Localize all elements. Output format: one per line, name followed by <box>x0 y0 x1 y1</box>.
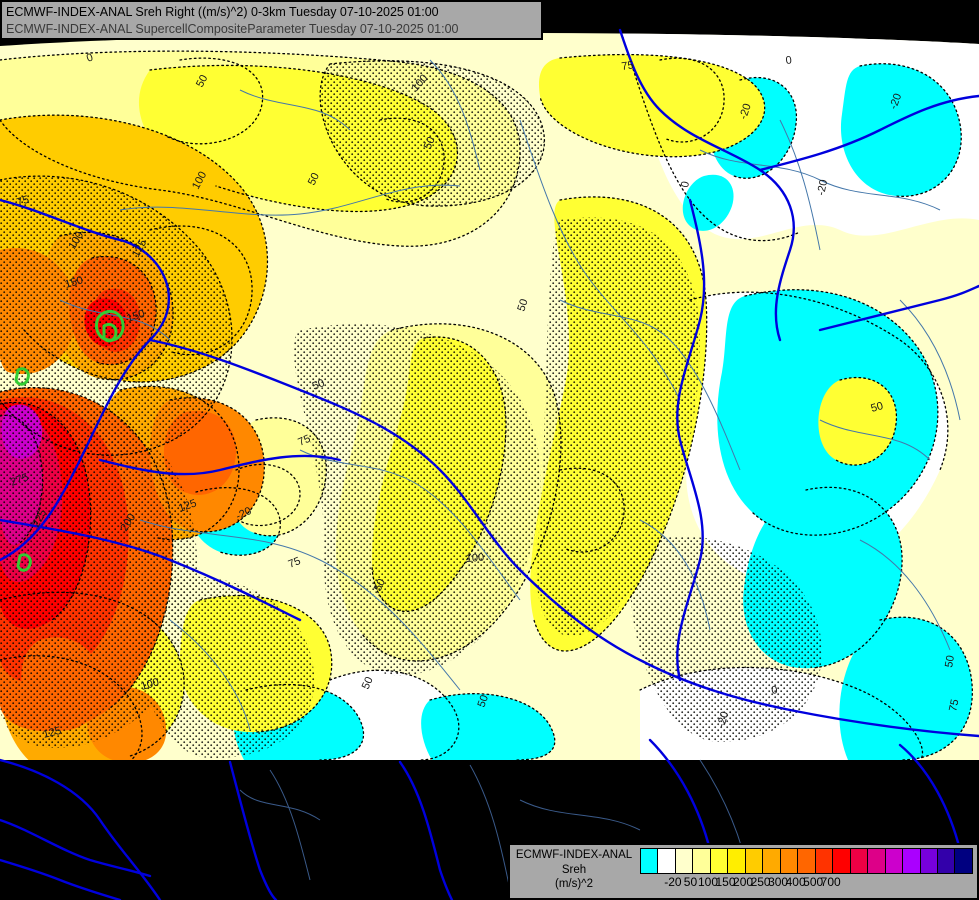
svg-text:75: 75 <box>621 59 635 73</box>
colorbar-tick: 700 <box>820 875 841 889</box>
svg-text:75: 75 <box>296 433 312 449</box>
river-network <box>59 59 961 731</box>
colorbar-swatch <box>693 849 711 873</box>
svg-text:50: 50 <box>422 135 438 151</box>
svg-text:100: 100 <box>465 552 484 565</box>
svg-text:100: 100 <box>140 676 161 693</box>
legend-variable: Sreh <box>561 863 587 876</box>
svg-text:50: 50 <box>372 577 388 593</box>
colorbar-tick: 300 <box>768 875 789 889</box>
colorbar-swatch <box>815 849 834 873</box>
colorbar-swatch <box>937 849 956 873</box>
svg-text:50: 50 <box>194 73 210 89</box>
legend-units: (m/s)^2 <box>555 878 593 890</box>
colorbar-swatch <box>780 849 799 873</box>
country-borders <box>0 28 979 900</box>
colorbar-swatch <box>798 849 816 873</box>
svg-text:-20: -20 <box>815 179 830 197</box>
colorbar-swatch <box>833 849 851 873</box>
title-line-secondary: ECMWF-INDEX-ANAL SupercellCompositeParam… <box>6 22 459 36</box>
colorbar-swatch <box>955 849 972 873</box>
svg-text:-20: -20 <box>715 710 731 729</box>
colorbar-tick: 400 <box>785 875 806 889</box>
title-line-primary: ECMWF-INDEX-ANAL Sreh Right ((m/s)^2) 0-… <box>6 5 439 19</box>
scp-overlay-contours <box>14 310 125 572</box>
colorbar-swatch <box>763 849 781 873</box>
svg-text:275: 275 <box>9 471 30 489</box>
colorbar-swatch <box>745 849 764 873</box>
svg-text:50: 50 <box>870 400 885 415</box>
colorbar-swatch <box>641 849 659 873</box>
svg-text:50: 50 <box>476 693 491 709</box>
colorbar-swatch <box>868 849 886 873</box>
legend-source: ECMWF-INDEX-ANAL <box>515 849 633 861</box>
legend-panel[interactable]: ECMWF-INDEX-ANAL Sreh (m/s)^2 -20 50 100 15… <box>508 843 979 900</box>
svg-text:-20: -20 <box>737 102 753 121</box>
colorbar[interactable] <box>640 848 973 874</box>
colorbar-swatch <box>675 849 694 873</box>
colorbar-tick: 50 <box>683 875 698 889</box>
colorbar-tick: 100 <box>697 875 719 889</box>
svg-text:50: 50 <box>943 654 957 668</box>
colorbar-swatch <box>850 849 869 873</box>
colorbar-tick: 200 <box>733 875 754 889</box>
colorbar-tick: 150 <box>715 875 736 889</box>
svg-text:150: 150 <box>64 274 85 291</box>
svg-text:-20: -20 <box>888 92 905 111</box>
svg-text:75: 75 <box>947 698 961 712</box>
colorbar-tick-labels: -20 50 100 150 200 250 300 400 500 700 <box>640 874 973 892</box>
svg-text:50: 50 <box>306 171 322 187</box>
svg-text:50: 50 <box>311 377 327 393</box>
title-panel: ECMWF-INDEX-ANAL Sreh Right ((m/s)^2) 0-… <box>0 0 543 40</box>
svg-text:0: 0 <box>679 180 692 188</box>
svg-text:150: 150 <box>125 308 146 325</box>
colorbar-swatch <box>728 849 746 873</box>
svg-text:75: 75 <box>287 555 303 571</box>
svg-text:0: 0 <box>785 54 792 67</box>
svg-text:0: 0 <box>85 51 95 64</box>
colorbar-tick: -20 <box>664 875 682 889</box>
colorbar-tick: 250 <box>750 875 771 889</box>
colorbar-swatch <box>903 849 921 873</box>
svg-text:50: 50 <box>360 675 376 691</box>
colorbar-swatch <box>710 849 729 873</box>
colorbar-swatch <box>920 849 938 873</box>
svg-text:125: 125 <box>177 497 198 515</box>
svg-text:125: 125 <box>42 725 63 741</box>
legend-label-block: ECMWF-INDEX-ANAL Sreh (m/s)^2 <box>510 845 638 892</box>
colorbar-tick: 500 <box>803 875 824 889</box>
svg-text:75: 75 <box>15 194 30 209</box>
colorbar-swatch <box>658 849 676 873</box>
svg-text:0: 0 <box>770 684 778 697</box>
colorbar-swatch <box>885 849 904 873</box>
legend-scale: -20 50 100 150 200 250 300 400 500 700 <box>638 845 977 892</box>
svg-text:50: 50 <box>515 298 530 313</box>
